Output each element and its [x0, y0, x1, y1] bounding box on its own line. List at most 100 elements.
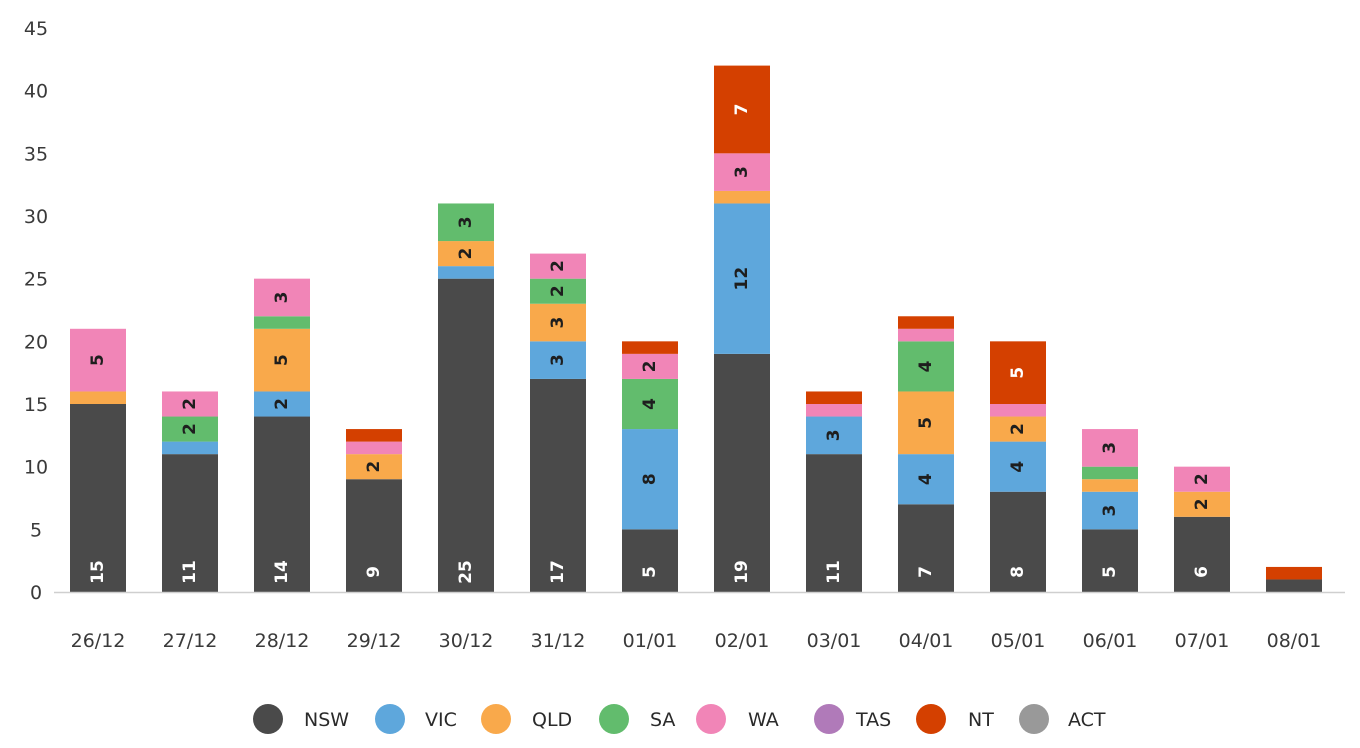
data-label: 11	[824, 560, 844, 584]
data-label: 5	[88, 354, 108, 366]
bar-segment-qld	[254, 328, 310, 392]
y-tick-label: 35	[24, 143, 48, 165]
legend-label: QLD	[532, 709, 572, 731]
legend-marker-act	[1019, 704, 1049, 734]
x-tick-label: 30/12	[439, 630, 494, 652]
bars: 1551122142539225231733225842191237113745…	[70, 65, 1322, 592]
bar-segment-vic	[622, 429, 678, 530]
bar-segment-qld	[714, 190, 770, 204]
x-tick-label: 27/12	[163, 630, 218, 652]
bar-segment-nsw	[806, 454, 862, 592]
bar-segment-wa	[346, 441, 402, 455]
bar-segment-nsw	[622, 529, 678, 592]
bar-segment-nt	[898, 316, 954, 329]
data-label: 2	[548, 260, 568, 272]
bar-segment-qld	[346, 454, 402, 480]
legend: NSW VIC QLD SA WA TAS NT ACT	[253, 704, 1106, 734]
data-label: 2	[456, 248, 476, 260]
bar-segment-wa	[1082, 429, 1138, 467]
bar-segment-wa	[990, 404, 1046, 417]
bar-segment-qld	[1174, 491, 1230, 517]
bar-segment-nt	[1266, 566, 1322, 580]
data-label: 4	[1008, 461, 1028, 473]
data-label: 25	[456, 560, 476, 584]
x-tick-label: 29/12	[347, 630, 402, 652]
y-tick-label: 10	[24, 457, 48, 479]
data-label: 3	[456, 216, 476, 228]
data-label: 2	[180, 398, 200, 410]
y-tick-label: 20	[24, 331, 48, 353]
bar-segment-vic	[530, 341, 586, 379]
data-label: 5	[1008, 367, 1028, 379]
data-label: 14	[272, 560, 292, 584]
data-label: 2	[548, 285, 568, 297]
bar-segment-vic	[438, 266, 494, 279]
data-label: 5	[1100, 566, 1120, 578]
x-axis: 26/12 27/12 28/12 29/12 30/12 31/12 01/01 02/01…	[71, 630, 1322, 652]
legend-marker-qld	[481, 704, 511, 734]
data-label: 2	[364, 461, 384, 473]
bar-segment-nsw	[70, 404, 126, 592]
data-label: 17	[548, 560, 568, 584]
bar-segment-nt	[622, 341, 678, 354]
legend-label: TAS	[855, 709, 891, 731]
x-tick-label: 03/01	[807, 630, 862, 652]
data-label: 4	[640, 398, 660, 410]
data-label: 2	[180, 423, 200, 435]
bar-segment-wa	[162, 391, 218, 417]
y-tick-label: 5	[30, 519, 42, 541]
data-label: 8	[640, 473, 660, 485]
y-tick-label: 25	[24, 269, 48, 291]
data-label: 2	[1192, 473, 1212, 485]
data-label: 3	[1100, 505, 1120, 517]
bar-segment-wa	[254, 278, 310, 317]
bar-segment-wa	[622, 353, 678, 379]
bar-segment-nt	[346, 429, 402, 442]
bar-segment-qld	[530, 303, 586, 342]
data-label: 5	[640, 566, 660, 578]
x-tick-label: 08/01	[1267, 630, 1322, 652]
bar-segment-nsw	[162, 454, 218, 592]
data-label: 12	[732, 267, 752, 291]
bar-segment-nsw	[898, 504, 954, 592]
x-tick-label: 06/01	[1083, 630, 1138, 652]
bar-segment-nt	[990, 341, 1046, 404]
bar-segment-sa	[1082, 466, 1138, 480]
bar-segment-qld	[898, 391, 954, 455]
bar-segment-vic	[162, 441, 218, 455]
legend-marker-wa	[696, 704, 726, 734]
bar-segment-wa	[70, 328, 126, 392]
bar-segment-wa	[530, 253, 586, 279]
bar-segment-sa	[898, 341, 954, 392]
y-tick-label: 0	[30, 582, 42, 604]
data-label: 2	[640, 360, 660, 372]
data-label: 3	[824, 429, 844, 441]
data-label: 2	[1008, 423, 1028, 435]
legend-marker-sa	[599, 704, 629, 734]
data-label: 9	[364, 566, 384, 578]
bar-segment-nsw	[1266, 579, 1322, 592]
bar-segment-qld	[1082, 479, 1138, 492]
bar-segment-nsw	[714, 353, 770, 592]
y-tick-label: 15	[24, 394, 48, 416]
y-tick-label: 45	[24, 18, 48, 40]
data-label: 7	[732, 104, 752, 116]
x-tick-label: 31/12	[531, 630, 586, 652]
bar-segment-wa	[714, 153, 770, 191]
legend-label: WA	[748, 709, 779, 731]
bar-segment-vic	[714, 203, 770, 354]
bar-segment-qld	[70, 391, 126, 404]
bar-segment-vic	[806, 416, 862, 455]
x-tick-label: 05/01	[991, 630, 1046, 652]
bar-segment-vic	[990, 441, 1046, 492]
bar-segment-nt	[806, 391, 862, 404]
data-label: 19	[732, 560, 752, 584]
bar-segment-nsw	[346, 479, 402, 592]
data-label: 11	[180, 560, 200, 584]
legend-marker-tas	[814, 704, 844, 734]
data-label: 4	[916, 360, 936, 372]
bar-segment-nt	[714, 65, 770, 154]
x-tick-label: 28/12	[255, 630, 310, 652]
y-axis: 0 5 10 15 20 25 30 35 40 45	[24, 18, 48, 604]
